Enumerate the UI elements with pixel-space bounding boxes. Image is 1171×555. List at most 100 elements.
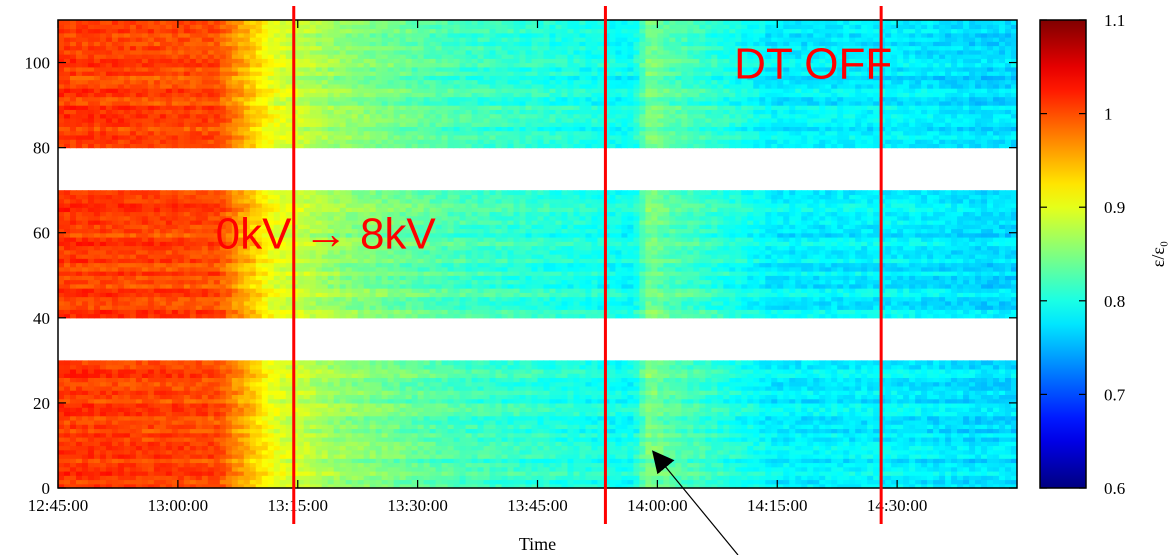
heatmap-cell [999, 364, 1006, 370]
heatmap-cell [273, 402, 281, 408]
heatmap-cell [381, 390, 389, 395]
heatmap-cell [273, 453, 281, 459]
heatmap-cell [453, 377, 461, 383]
heatmap-cell [339, 466, 347, 472]
heatmap-cell [639, 398, 646, 404]
heatmap-cell [219, 436, 227, 442]
heatmap-cell [393, 453, 401, 459]
heatmap-cell [597, 432, 605, 438]
heatmap-cell [141, 373, 149, 378]
heatmap-cell [147, 470, 155, 476]
heatmap-cell [843, 368, 850, 374]
heatmap-cell [261, 475, 269, 481]
heatmap-cell [345, 415, 353, 421]
heatmap-cell [58, 441, 65, 447]
heatmap-cell [141, 309, 149, 315]
heatmap-cell [195, 360, 203, 366]
heatmap-cell [423, 475, 431, 481]
heatmap-cell [495, 364, 503, 370]
heatmap-cell [807, 432, 814, 438]
heatmap-cell [555, 441, 563, 447]
heatmap-cell [189, 466, 197, 472]
heatmap-cell [627, 436, 634, 442]
heatmap-cell [471, 453, 479, 459]
heatmap-cell [963, 445, 970, 451]
heatmap-cell [645, 428, 652, 434]
heatmap-cell [525, 466, 533, 472]
heatmap-cell [939, 407, 946, 413]
heatmap-cell [207, 479, 215, 485]
heatmap-cell [201, 398, 209, 404]
heatmap-cell [813, 411, 820, 417]
heatmap-cell [975, 368, 982, 374]
heatmap-cell [75, 432, 83, 438]
heatmap-cell [843, 453, 850, 459]
heatmap-cell [489, 470, 497, 476]
heatmap-cell [195, 394, 203, 400]
heatmap-cell [663, 373, 670, 378]
heatmap-cell [489, 479, 497, 485]
heatmap-cell [405, 479, 413, 485]
heatmap-cell [597, 462, 605, 468]
heatmap-cell [363, 415, 371, 421]
heatmap-cell [783, 373, 790, 378]
heatmap-cell [99, 445, 107, 451]
heatmap-cell [495, 470, 503, 476]
heatmap-cell [747, 360, 754, 366]
heatmap-cell [117, 407, 125, 413]
heatmap-cell [231, 449, 239, 455]
heatmap-cell [753, 360, 760, 366]
heatmap-cell [153, 441, 161, 447]
heatmap-cell [381, 441, 389, 447]
heatmap-cell [909, 381, 916, 387]
heatmap-cell [1005, 453, 1012, 459]
heatmap-cell [999, 373, 1006, 378]
heatmap-cell [771, 385, 778, 391]
heatmap-cell [105, 428, 113, 434]
heatmap-cell [765, 368, 772, 374]
heatmap-cell [453, 432, 461, 438]
heatmap-cell [195, 445, 203, 451]
heatmap-cell [819, 364, 826, 370]
heatmap-cell [549, 381, 557, 387]
heatmap-cell [873, 470, 880, 476]
heatmap-cell [825, 381, 832, 387]
heatmap-cell [147, 407, 155, 413]
heatmap-cell [459, 419, 467, 425]
heatmap-cell [153, 368, 161, 374]
heatmap-cell [609, 407, 617, 413]
heatmap-cell [105, 385, 113, 391]
heatmap-cell [447, 436, 455, 442]
heatmap-cell [345, 377, 353, 383]
heatmap-cell [513, 466, 521, 472]
heatmap-cell [165, 458, 173, 464]
heatmap-cell [519, 381, 527, 387]
heatmap-cell [117, 424, 125, 430]
heatmap-cell [387, 419, 395, 425]
heatmap-cell [711, 313, 718, 319]
heatmap-cell [171, 390, 179, 395]
heatmap-cell [669, 462, 676, 468]
heatmap-cell [627, 394, 634, 400]
heatmap-cell [825, 364, 832, 370]
heatmap-cell [489, 313, 497, 319]
heatmap-cell [201, 364, 209, 370]
heatmap-cell [225, 453, 233, 459]
heatmap-cell [411, 407, 419, 413]
heatmap-cell [261, 449, 269, 455]
heatmap-cell [723, 475, 730, 481]
heatmap-cell [873, 313, 880, 319]
heatmap-cell [963, 415, 970, 421]
heatmap-cell [969, 419, 976, 425]
heatmap-cell [357, 458, 365, 464]
heatmap-cell [93, 313, 101, 319]
heatmap-cell [195, 428, 203, 434]
heatmap-cell [117, 373, 125, 378]
heatmap-cell [495, 415, 503, 421]
heatmap-cell [627, 419, 634, 425]
heatmap-cell [531, 407, 539, 413]
heatmap-cell [513, 364, 521, 370]
heatmap-cell [717, 385, 724, 391]
heatmap-cell [891, 415, 898, 421]
heatmap-cell [159, 402, 167, 408]
